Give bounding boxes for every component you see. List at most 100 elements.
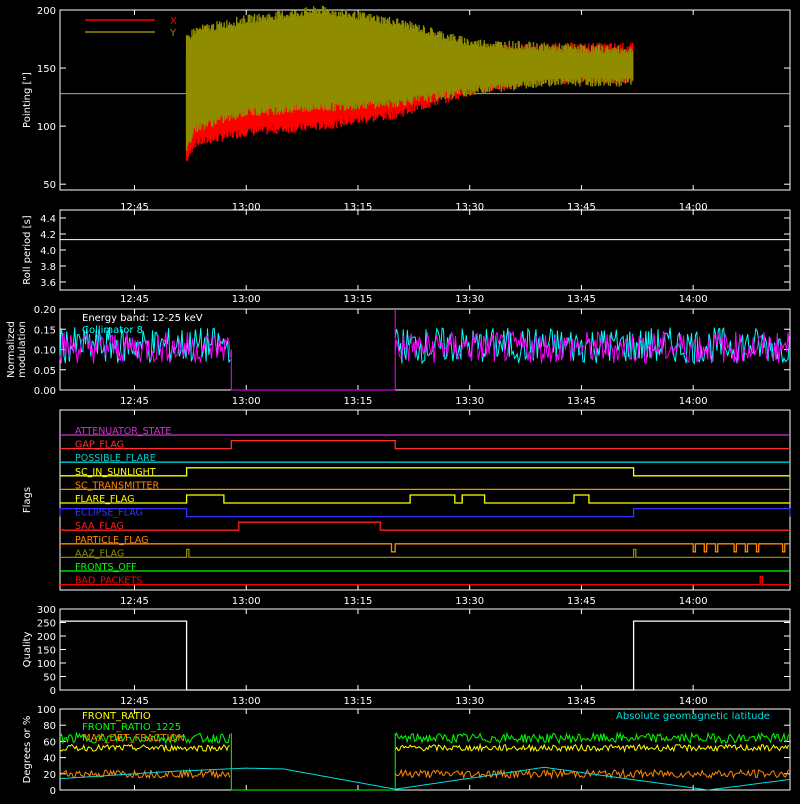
x-tick-label: 13:30 — [455, 596, 484, 607]
y-tick-label: 0 — [50, 686, 56, 697]
y-axis-label: Roll period [s] — [22, 215, 33, 284]
y-axis-label: Pointing ["] — [22, 72, 33, 128]
panel-frame-1 — [59, 9, 791, 191]
flag-trace — [59, 507, 791, 518]
ratio-series — [59, 731, 789, 745]
flag-label: PARTICLE_FLAG — [75, 535, 148, 546]
x-tick-label: 13:45 — [567, 294, 596, 305]
y-tick-label: 0.15 — [34, 325, 56, 336]
flag-label: ECLIPSE_FLAG — [75, 508, 143, 519]
y-tick-label: 4.0 — [40, 246, 56, 257]
flag-trace — [60, 575, 790, 586]
flag-label: SC_TRANSMITTER — [75, 480, 160, 491]
x-tick-label: 12:45 — [120, 396, 149, 407]
y-tick-label: 0.00 — [34, 386, 56, 397]
y-tick-label: 200 — [37, 6, 56, 17]
x-tick-label: 13:00 — [232, 202, 261, 213]
pointing-series-y — [185, 5, 634, 151]
ratio-gap-line — [230, 733, 396, 791]
flag-label: SC_IN_SUNLIGHT — [75, 467, 156, 478]
flag-trace — [60, 439, 790, 450]
panel-frame-4 — [59, 409, 791, 591]
ratio-series — [59, 742, 789, 753]
collimator-annotation: Collimator 8 — [82, 325, 143, 336]
x-tick-label: 13:15 — [344, 696, 373, 707]
flag-trace — [60, 521, 790, 531]
flag-label: ATTENUATOR_STATE — [75, 426, 171, 437]
x-tick-label: 13:00 — [232, 596, 261, 607]
y-tick-label: 80 — [43, 721, 56, 732]
panel-frame-2 — [59, 209, 791, 291]
flag-label: SAA_FLAG — [75, 521, 124, 532]
x-tick-label: 13:00 — [232, 696, 261, 707]
y-tick-label: 0.05 — [34, 366, 56, 377]
x-tick-label: 13:45 — [567, 696, 596, 707]
x-tick-label: 14:00 — [679, 294, 708, 305]
y-tick-label: 150 — [37, 646, 56, 657]
flag-label: FLARE_FLAG — [75, 494, 135, 505]
modulation-series — [59, 329, 790, 365]
y-tick-label: 0.20 — [34, 305, 56, 316]
modulation-gap-line — [230, 309, 396, 391]
y-axis-label: Flags — [22, 487, 33, 513]
y-axis-label: Normalized — [6, 321, 17, 378]
legend-label-y: Y — [169, 28, 177, 39]
y-tick-label: 4.4 — [40, 214, 56, 225]
y-axis-label: modulation — [17, 321, 28, 378]
y-tick-label: 50 — [43, 673, 56, 684]
y-tick-label: 3.8 — [40, 262, 56, 273]
x-tick-label: 13:00 — [232, 396, 261, 407]
quality-line — [60, 620, 790, 691]
y-axis-label: Degrees or % — [22, 716, 33, 784]
y-tick-label: 3.6 — [40, 278, 56, 289]
flag-label: FRONTS_OFF — [75, 562, 137, 573]
y-tick-label: 200 — [37, 632, 56, 643]
x-tick-label: 13:15 — [344, 202, 373, 213]
ratio-series — [59, 768, 789, 780]
y-tick-label: 20 — [43, 770, 56, 781]
flag-trace — [60, 494, 790, 504]
x-tick-label: 14:00 — [679, 396, 708, 407]
flag-trace — [60, 543, 790, 553]
ratio-series — [59, 766, 791, 791]
x-tick-label: 13:30 — [455, 696, 484, 707]
y-tick-label: 250 — [37, 619, 56, 630]
x-tick-label: 13:45 — [567, 202, 596, 213]
ratio-legend-label: MAX_DET_FRACTION — [82, 733, 185, 744]
y-tick-label: 4.2 — [40, 230, 56, 241]
y-tick-label: 0.10 — [34, 346, 56, 357]
x-tick-label: 13:15 — [344, 396, 373, 407]
x-tick-label: 13:15 — [344, 596, 373, 607]
x-tick-label: 12:45 — [120, 596, 149, 607]
y-tick-label: 150 — [37, 64, 56, 75]
ratio-legend-label: FRONT_RATIO — [82, 711, 151, 722]
y-axis-label: Quality — [22, 632, 33, 668]
x-tick-label: 13:30 — [455, 294, 484, 305]
flag-label: GAP_FLAG — [75, 440, 124, 451]
y-tick-label: 300 — [37, 605, 56, 616]
x-tick-label: 14:00 — [679, 596, 708, 607]
y-tick-label: 100 — [37, 659, 56, 670]
legend-label-x: X — [170, 16, 177, 27]
flag-trace — [60, 467, 790, 477]
y-tick-label: 60 — [43, 737, 56, 748]
x-tick-label: 13:15 — [344, 294, 373, 305]
y-tick-label: 100 — [37, 122, 56, 133]
x-tick-label: 12:45 — [120, 696, 149, 707]
y-tick-label: 50 — [43, 180, 56, 191]
energy-band-annotation: Energy band: 12-25 keV — [82, 313, 203, 324]
flag-trace — [60, 548, 790, 559]
latitude-annotation: Absolute geomagnetic latitude — [616, 711, 770, 722]
x-tick-label: 12:45 — [120, 202, 149, 213]
y-tick-label: 0 — [50, 786, 56, 797]
x-tick-label: 13:00 — [232, 294, 261, 305]
flag-label: POSSIBLE_FLARE — [75, 453, 156, 464]
flag-label: BAD_PACKETS — [75, 576, 142, 587]
x-tick-label: 12:45 — [120, 294, 149, 305]
x-tick-label: 13:30 — [455, 202, 484, 213]
panel-frame-6 — [59, 708, 791, 791]
y-tick-label: 40 — [43, 754, 56, 765]
x-tick-label: 13:45 — [567, 596, 596, 607]
